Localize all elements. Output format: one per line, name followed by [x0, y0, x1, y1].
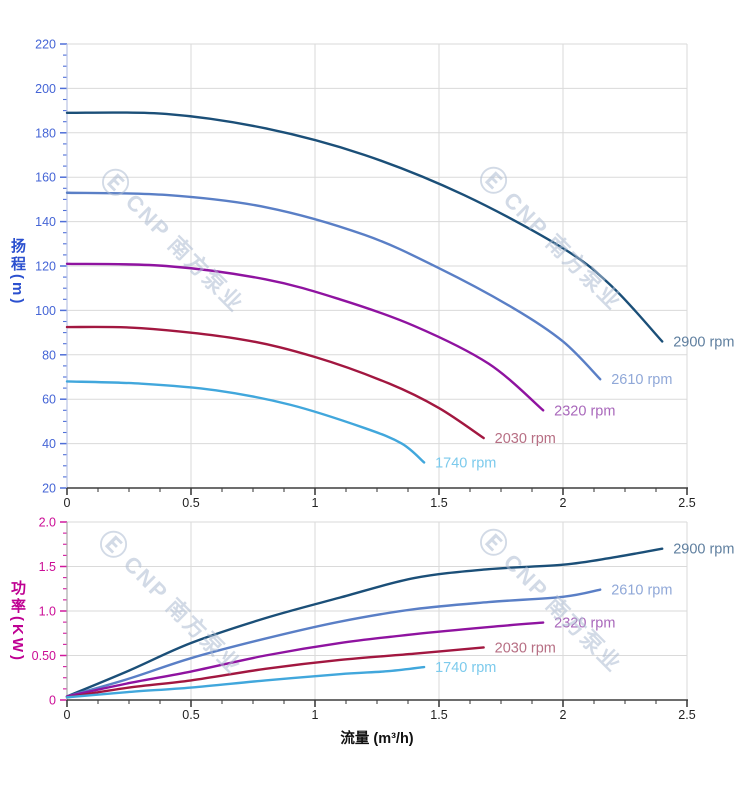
- curve-2900-rpm: [65, 547, 664, 698]
- y-axis-title-power: 功率(KW): [9, 580, 26, 663]
- x-tick-label: 2.5: [678, 708, 695, 722]
- gridlines: [67, 521, 688, 700]
- x-axis-title-text: 流量 (m³/h): [340, 731, 414, 747]
- major-ticks: [60, 43, 67, 489]
- x-tick-label: 0: [64, 496, 71, 510]
- y-tick-label: 180: [35, 126, 56, 140]
- y-tick-labels: 20 40 60 80 100 120 140 160 180 200 220: [35, 38, 56, 496]
- curve-label-2610-rpm: 2610 rpm: [611, 372, 672, 388]
- y-tick-labels: 0 0.50 1.0 1.5 2.0: [32, 516, 56, 708]
- curve-2030-rpm: [65, 646, 485, 699]
- x-tick-label: 2.5: [678, 496, 695, 510]
- curve-2900-rpm: [65, 111, 664, 343]
- curve-label-2030-rpm: 2030 rpm: [495, 431, 556, 447]
- x-tick-label: 1.5: [430, 496, 447, 510]
- x-axis-title: 流量 (m³/h): [277, 727, 477, 748]
- y-tick-label: 40: [42, 437, 56, 451]
- y-tick-label: 120: [35, 260, 56, 274]
- y-axis-title-head-text: 扬程(m): [9, 238, 26, 307]
- y-tick-label: 1.0: [39, 605, 56, 619]
- x-tick-label: 0: [64, 708, 71, 722]
- x-tick-labels: 0 0.5 1 1.5 2 2.5: [64, 708, 696, 722]
- curve-2320-rpm: [65, 262, 545, 412]
- curve-label-2320-rpm: 2320 rpm: [554, 616, 615, 632]
- x-tick-label: 1: [312, 708, 319, 722]
- curve-label-2610-rpm: 2610 rpm: [611, 583, 672, 599]
- major-ticks-x: [66, 700, 688, 707]
- curve-2030-rpm: [65, 325, 485, 440]
- y-tick-label: 80: [42, 348, 56, 362]
- y-tick-label: 140: [35, 215, 56, 229]
- curve-2320-rpm: [65, 621, 545, 698]
- y-tick-label: 0.50: [32, 649, 56, 663]
- x-tick-label: 0.5: [182, 708, 199, 722]
- y-tick-label: 0: [49, 694, 56, 708]
- curve-1740-rpm: [65, 380, 426, 464]
- curve-2610-rpm: [65, 588, 602, 698]
- curve-1740-rpm: [65, 665, 426, 699]
- major-ticks-x: [66, 488, 688, 495]
- minor-ticks: [63, 532, 67, 690]
- x-tick-labels: 0 0.5 1 1.5 2 2.5: [64, 496, 696, 510]
- x-tick-label: 1: [312, 496, 319, 510]
- curve-label-2900-rpm: 2900 rpm: [673, 542, 734, 558]
- curve-label-1740-rpm: 1740 rpm: [435, 660, 496, 676]
- power-vs-flow-chart: 0 0.50 1.0 1.5 2.0 0 0.5 1 1.5 2 2.5 2900 rpm 2610 r…: [32, 516, 735, 723]
- y-tick-label: 1.5: [39, 560, 56, 574]
- curve-label-2030-rpm: 2030 rpm: [495, 640, 556, 656]
- curve-label-1740-rpm: 1740 rpm: [435, 455, 496, 471]
- y-tick-label: 160: [35, 171, 56, 185]
- major-ticks: [60, 521, 67, 701]
- y-tick-label: 220: [35, 38, 56, 52]
- gridlines: [67, 43, 688, 488]
- x-tick-label: 2: [560, 496, 567, 510]
- y-tick-label: 200: [35, 82, 56, 96]
- x-tick-label: 2: [560, 708, 567, 722]
- x-tick-label: 1.5: [430, 708, 447, 722]
- y-axis-title-power-text: 功率(KW): [9, 580, 26, 663]
- y-tick-label: 60: [42, 393, 56, 407]
- curve-label-2900-rpm: 2900 rpm: [673, 334, 734, 350]
- y-tick-label: 20: [42, 482, 56, 496]
- curve-label-2320-rpm: 2320 rpm: [554, 403, 615, 419]
- y-tick-label: 100: [35, 304, 56, 318]
- x-tick-label: 0.5: [182, 496, 199, 510]
- head-vs-flow-chart: 20 40 60 80 100 120 140 160 180 200 220 0 0.5 1 1.5 2 2.…: [35, 38, 734, 511]
- curve-2610-rpm: [65, 191, 602, 381]
- y-axis-title-head: 扬程(m): [9, 238, 26, 307]
- y-tick-label: 2.0: [39, 516, 56, 530]
- minor-ticks: [63, 54, 67, 478]
